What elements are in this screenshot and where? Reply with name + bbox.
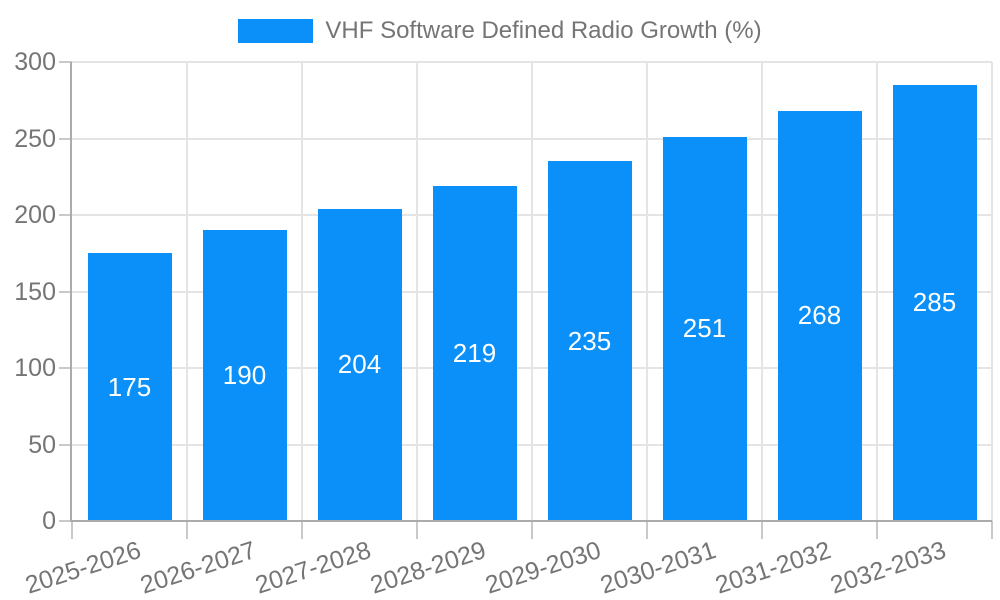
x-tick	[761, 521, 763, 539]
x-tick	[991, 521, 993, 539]
x-gridline	[416, 62, 418, 521]
legend: VHF Software Defined Radio Growth (%)	[0, 17, 1000, 45]
x-tick	[646, 521, 648, 539]
bar: 268	[777, 110, 862, 521]
x-gridline	[991, 62, 993, 521]
x-tick	[531, 521, 533, 539]
bar-value-label: 190	[222, 360, 267, 391]
x-tick	[71, 521, 73, 539]
x-gridline	[646, 62, 648, 521]
y-tick	[59, 61, 72, 63]
bar-value-label: 175	[107, 371, 152, 402]
x-gridline	[301, 62, 303, 521]
x-gridline	[876, 62, 878, 521]
y-tick-label: 200	[14, 201, 56, 229]
y-tick	[59, 214, 72, 216]
bar: 235	[547, 161, 632, 521]
bar-value-label: 251	[682, 313, 727, 344]
bar: 175	[87, 253, 172, 521]
y-tick	[59, 443, 72, 446]
y-tick-label: 150	[14, 277, 56, 306]
x-tick	[301, 521, 303, 539]
x-tick	[876, 521, 878, 539]
x-axis-line	[70, 520, 992, 522]
y-tick	[59, 520, 72, 522]
bar: 251	[662, 136, 747, 521]
x-gridline	[761, 62, 763, 521]
x-tick	[416, 521, 418, 539]
bar-value-label: 204	[337, 349, 382, 380]
bar: 285	[892, 84, 977, 521]
bar-value-label: 219	[452, 337, 497, 368]
y-tick	[59, 367, 72, 369]
y-axis-line	[70, 62, 72, 521]
bar-value-label: 235	[567, 325, 612, 356]
bar-value-label: 285	[912, 287, 957, 318]
bar: 204	[317, 208, 402, 521]
legend-swatch	[238, 19, 314, 43]
x-gridline	[186, 62, 188, 521]
y-tick-label: 50	[28, 430, 56, 459]
legend-label: VHF Software Defined Radio Growth (%)	[325, 17, 762, 44]
y-tick-label: 250	[14, 124, 56, 153]
y-tick	[59, 290, 72, 293]
x-tick	[186, 521, 188, 539]
bar: 219	[432, 185, 517, 521]
bar-value-label: 268	[797, 300, 842, 331]
y-tick-label: 300	[14, 48, 56, 76]
x-gridline	[531, 62, 533, 521]
y-tick	[59, 137, 72, 140]
y-tick-label: 0	[42, 507, 56, 535]
y-tick-label: 100	[14, 354, 56, 382]
bar: 190	[202, 230, 287, 521]
